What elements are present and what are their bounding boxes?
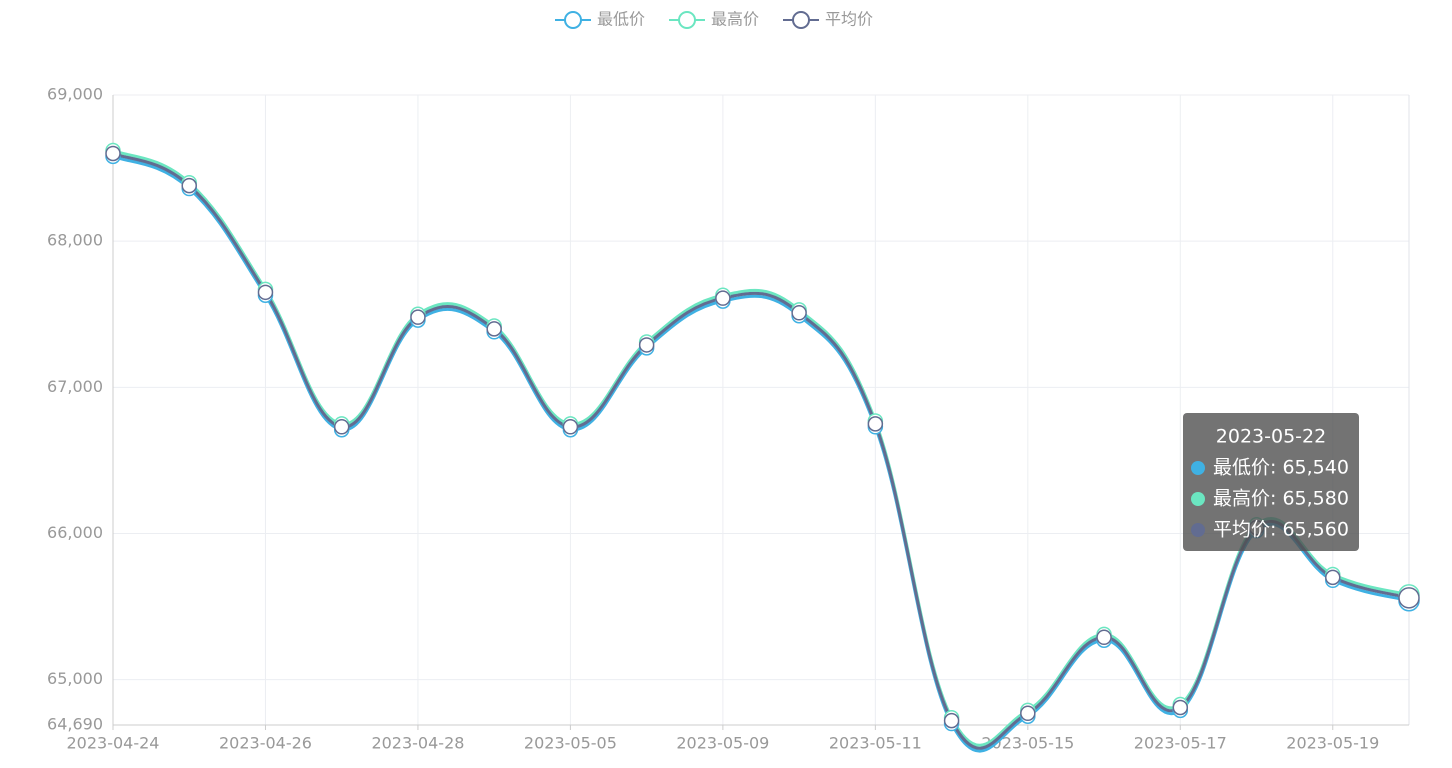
x-tick-label: 2023-05-11: [829, 734, 922, 753]
y-tick-label: 64,690: [47, 715, 103, 734]
legend-label: 最低价: [597, 10, 645, 29]
data-point: [638, 337, 655, 353]
legend-label: 最高价: [711, 10, 759, 29]
data-point: [791, 305, 807, 321]
data-point: [105, 145, 121, 162]
data-point: [486, 321, 502, 337]
data-point: [715, 290, 731, 306]
data-point: [1172, 699, 1189, 716]
x-tick-label: 2023-05-05: [524, 734, 617, 753]
x-tick-label: 2023-05-15: [981, 734, 1074, 753]
x-tick-label: 2023-05-09: [676, 734, 769, 753]
data-point: [333, 419, 350, 435]
data-point: [181, 177, 197, 194]
data-point: [1325, 569, 1341, 586]
data-point: [943, 712, 960, 729]
x-tick-label: 2023-04-28: [371, 734, 464, 753]
x-tick-label: 2023-05-17: [1134, 734, 1227, 753]
x-tick-label: 2023-04-24: [67, 734, 160, 753]
x-tick-label: 2023-05-19: [1286, 734, 1379, 753]
y-tick-label: 67,000: [47, 377, 103, 396]
tooltip-title: 2023-05-22: [1216, 426, 1326, 448]
y-tick-label: 66,000: [47, 523, 103, 542]
data-point: [1398, 587, 1420, 609]
tooltip-dot: [1191, 461, 1205, 475]
legend-item: 最高价: [669, 10, 759, 29]
legend-item: 平均价: [783, 10, 873, 29]
data-point: [562, 419, 579, 435]
tooltip-box: [1183, 413, 1359, 551]
tooltip-row: 最高价: 65,580: [1213, 488, 1349, 510]
tooltip-row: 最低价: 65,540: [1213, 457, 1349, 479]
legend-label: 平均价: [825, 10, 873, 29]
legend-marker: [678, 11, 696, 29]
y-tick-label: 65,000: [47, 669, 103, 688]
legend-item: 最低价: [555, 10, 645, 29]
tooltip: 2023-05-22 最低价: 65,540 最高价: 65,580 平均价: 65,…: [1183, 413, 1359, 551]
data-point: [1096, 629, 1112, 646]
y-tick-label: 68,000: [47, 231, 103, 250]
tooltip-dot: [1191, 492, 1205, 506]
legend-marker: [792, 11, 810, 29]
y-tick-label: 69,000: [47, 85, 103, 104]
tooltip-row: 平均价: 65,560: [1213, 519, 1349, 541]
tooltip-dot: [1191, 523, 1205, 537]
data-point: [257, 284, 274, 301]
data-point: [410, 309, 426, 325]
legend-marker: [564, 11, 582, 29]
data-point: [1020, 705, 1036, 722]
x-tick-label: 2023-04-26: [219, 734, 312, 753]
data-point: [867, 416, 884, 432]
